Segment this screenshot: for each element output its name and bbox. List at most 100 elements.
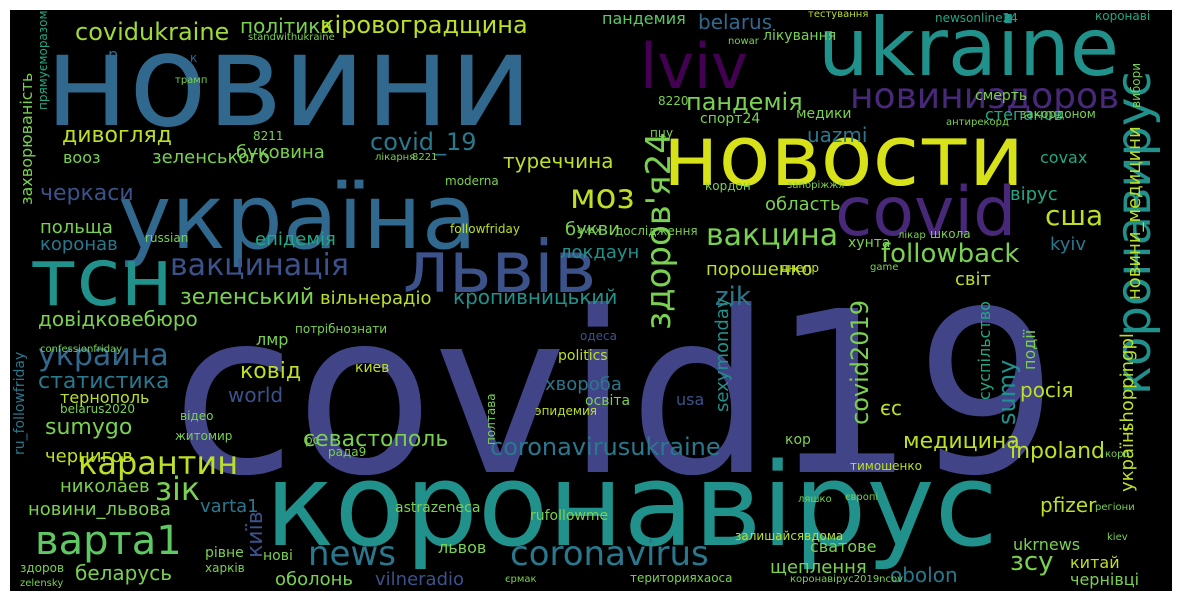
word: локдаун — [560, 242, 639, 263]
word: політика — [240, 14, 333, 38]
word: followfriday — [450, 222, 520, 236]
word: рада9 — [328, 445, 366, 459]
word: covidukraine — [75, 18, 229, 46]
word: зеленський — [180, 285, 314, 310]
word: 8221 — [412, 152, 437, 163]
word: хвороба — [545, 374, 622, 395]
word: статистика — [38, 369, 169, 394]
word: трамп — [175, 75, 207, 86]
word: захворюваність — [17, 73, 36, 205]
word: рс — [305, 433, 319, 447]
word: лікування — [763, 28, 836, 44]
word: standwithukraine — [248, 32, 335, 43]
word: зеленського — [152, 147, 270, 168]
word: covid — [835, 173, 1016, 252]
word: моз — [570, 177, 635, 217]
word: covid19 — [172, 264, 1058, 526]
word: київ — [243, 511, 268, 558]
word: украина — [38, 338, 169, 373]
word: китай — [1070, 553, 1120, 572]
word: сватове — [810, 537, 876, 556]
word: вільнерадіо — [320, 288, 431, 309]
word: киев — [355, 360, 389, 376]
word: game — [870, 262, 898, 273]
word: новости — [663, 107, 1024, 206]
word: vilneradio — [375, 569, 464, 590]
word: кропивницький — [453, 285, 617, 309]
word: rufollowme — [530, 508, 608, 524]
word: вибори — [1129, 63, 1143, 108]
word: територияхаоса — [630, 571, 733, 585]
word: єрмак — [505, 574, 537, 585]
word: сша — [1045, 199, 1103, 232]
word: kiev — [1107, 532, 1128, 543]
word: вакцина — [706, 218, 838, 253]
word: події — [1020, 329, 1039, 370]
word: usa — [676, 390, 704, 409]
word: карантин — [78, 444, 238, 482]
word: ru_followfriday — [12, 352, 28, 455]
word: коро — [1105, 449, 1130, 460]
word: коронав — [40, 234, 118, 255]
word: здоров'я24 — [639, 132, 679, 330]
word: смерть — [975, 88, 1027, 104]
word: avax — [577, 225, 601, 236]
word: епідемія — [255, 229, 336, 250]
word: коронаві — [1095, 9, 1150, 23]
word: зсу — [1010, 547, 1054, 577]
word: степанов — [985, 105, 1063, 124]
word: 8220 — [658, 94, 689, 108]
word: кіровоградщина — [320, 11, 528, 39]
word: coronavirusukraine — [490, 433, 721, 461]
word: севастополь — [303, 427, 448, 452]
word: україні — [1117, 426, 1138, 492]
word: україна — [118, 165, 477, 270]
word: р — [108, 45, 118, 64]
cloud-background — [10, 10, 1172, 591]
word: кордон — [705, 179, 751, 193]
word: черкаси — [40, 181, 134, 206]
word: нові — [263, 548, 293, 564]
word: ukraine — [818, 1, 1119, 94]
word: хунта — [848, 235, 890, 251]
word: чернигов — [45, 446, 133, 467]
word: тсн — [30, 231, 173, 324]
word: лікарня — [375, 151, 415, 163]
word: днепр — [780, 261, 819, 275]
word: newsonline24 — [935, 11, 1018, 25]
word: николаев — [60, 476, 150, 497]
word: belarus — [698, 10, 772, 34]
word: лікар — [898, 229, 926, 241]
word: ukrnews — [1013, 535, 1080, 554]
word: к — [190, 51, 197, 65]
word: вооз — [63, 148, 101, 167]
word: харків — [205, 561, 245, 575]
word: sumy — [993, 360, 1021, 425]
word: потрібнознати — [295, 322, 387, 336]
word: coronavirus — [510, 534, 709, 574]
word: одеса — [580, 329, 617, 343]
word: спорт24 — [700, 111, 760, 127]
word: kyiv — [1050, 234, 1086, 255]
word: ляшко — [798, 494, 832, 505]
word: zik — [715, 282, 751, 312]
word: пцу — [650, 126, 673, 140]
word: новиниздоров — [850, 76, 1119, 117]
word: львів — [403, 225, 596, 309]
word: sumygo — [45, 415, 132, 440]
word: пандемия — [602, 9, 686, 28]
word: politics — [558, 348, 608, 364]
word: тимошенко — [850, 459, 922, 473]
word: рівне — [205, 545, 244, 561]
word: порошенко — [706, 259, 812, 280]
word: житомир — [175, 429, 232, 443]
word: тернополь — [60, 388, 149, 407]
word: єс — [880, 396, 902, 420]
word: новини_львова — [28, 499, 171, 520]
word: коронавірус2019ncov — [790, 573, 903, 585]
word: щеплення — [770, 557, 867, 578]
word: news — [308, 534, 396, 574]
word: полтава — [484, 393, 498, 445]
